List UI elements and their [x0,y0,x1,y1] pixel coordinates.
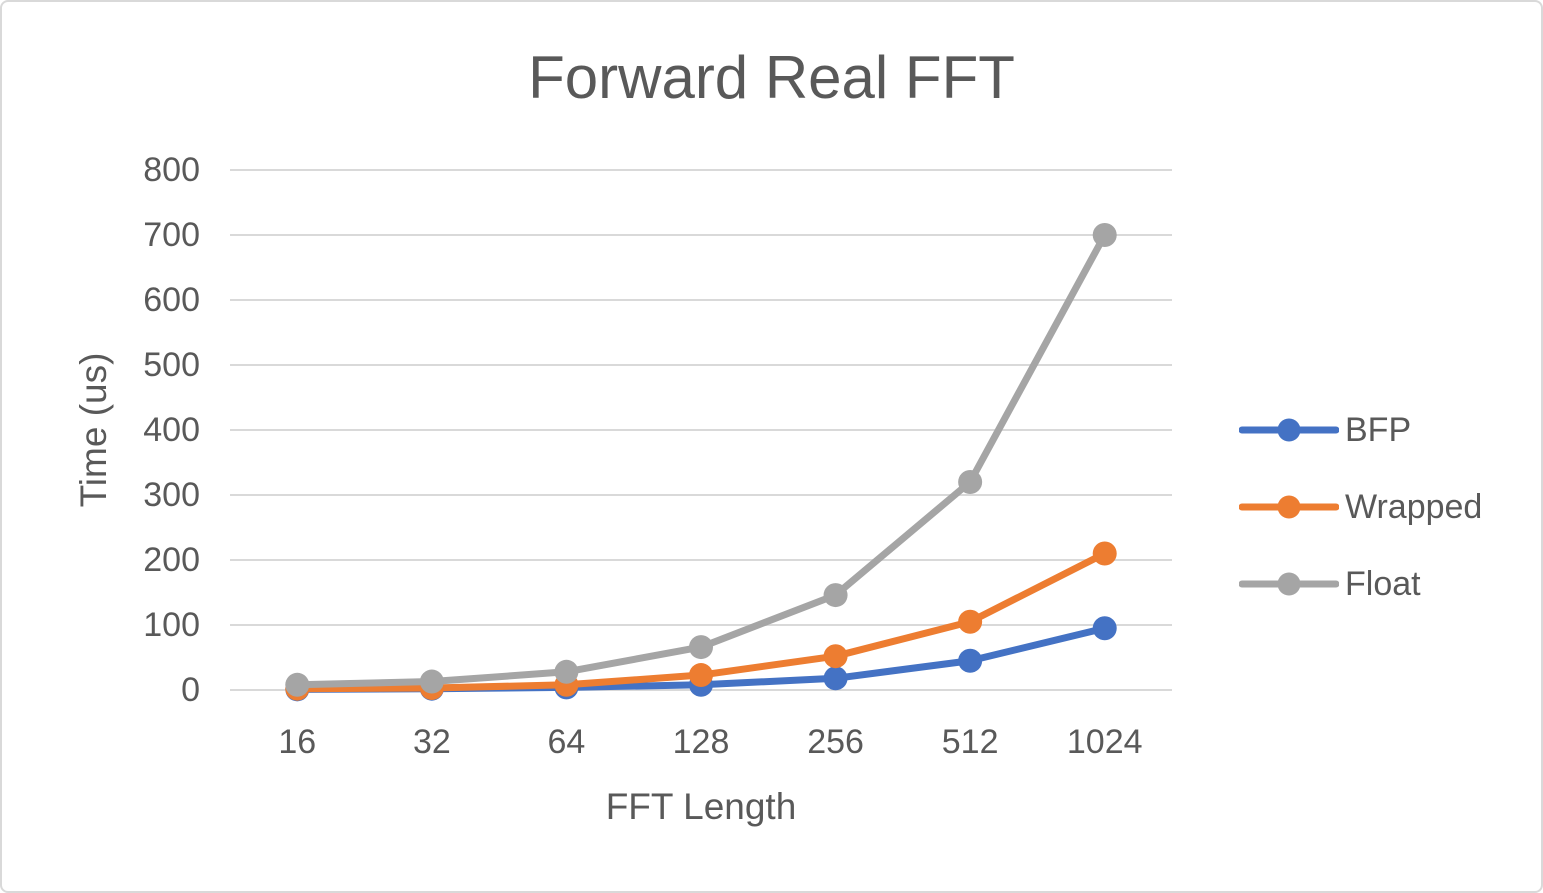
series-point-float-1024 [1092,223,1117,247]
y-tick-label: 700 [143,216,200,254]
y-axis-title: Time (us) [73,352,114,508]
y-tick-label: 500 [143,346,200,384]
legend: BFP Wrapped Float [1239,411,1482,603]
series-point-float-16 [285,672,310,697]
series-point-float-256 [823,583,848,608]
legend-marker-bfp-icon [1239,418,1339,442]
legend-item-bfp: BFP [1239,411,1482,449]
series-point-wrapped-256 [823,644,848,669]
chart-title: Forward Real FFT [528,44,1015,111]
legend-label: BFP [1345,410,1412,449]
series-point-wrapped-128 [689,663,713,688]
y-tick-label: 0 [181,671,200,709]
x-tick-label: 512 [942,723,999,761]
series-point-wrapped-1024 [1092,541,1117,566]
series-point-bfp-1024 [1092,616,1117,641]
y-tick-label: 100 [143,606,200,644]
legend-marker-float-icon [1239,572,1339,596]
y-tick-label: 200 [143,541,200,579]
legend-item-float: Float [1239,565,1482,603]
x-axis-title: FFT Length [605,786,797,827]
series-point-wrapped-512 [958,609,983,634]
series-point-float-128 [689,635,713,660]
legend-label: Wrapped [1345,487,1483,526]
series-point-bfp-256 [823,666,848,691]
x-tick-label: 16 [278,723,316,761]
series-point-float-64 [554,659,579,684]
series-point-bfp-512 [958,648,983,673]
series-point-float-32 [419,669,444,694]
y-tick-label: 800 [143,151,200,189]
y-tick-label: 300 [143,476,200,514]
series-point-float-512 [958,470,983,494]
legend-marker-wrapped-icon [1239,495,1339,519]
x-tick-label: 256 [807,723,864,761]
x-tick-label: 128 [673,723,730,761]
x-tick-label: 1024 [1067,723,1143,761]
y-tick-label: 400 [143,411,200,449]
legend-item-wrapped: Wrapped [1239,488,1482,526]
x-tick-label: 64 [548,723,586,761]
y-tick-label: 600 [143,281,200,319]
legend-label: Float [1345,564,1421,603]
x-tick-label: 32 [413,723,451,761]
